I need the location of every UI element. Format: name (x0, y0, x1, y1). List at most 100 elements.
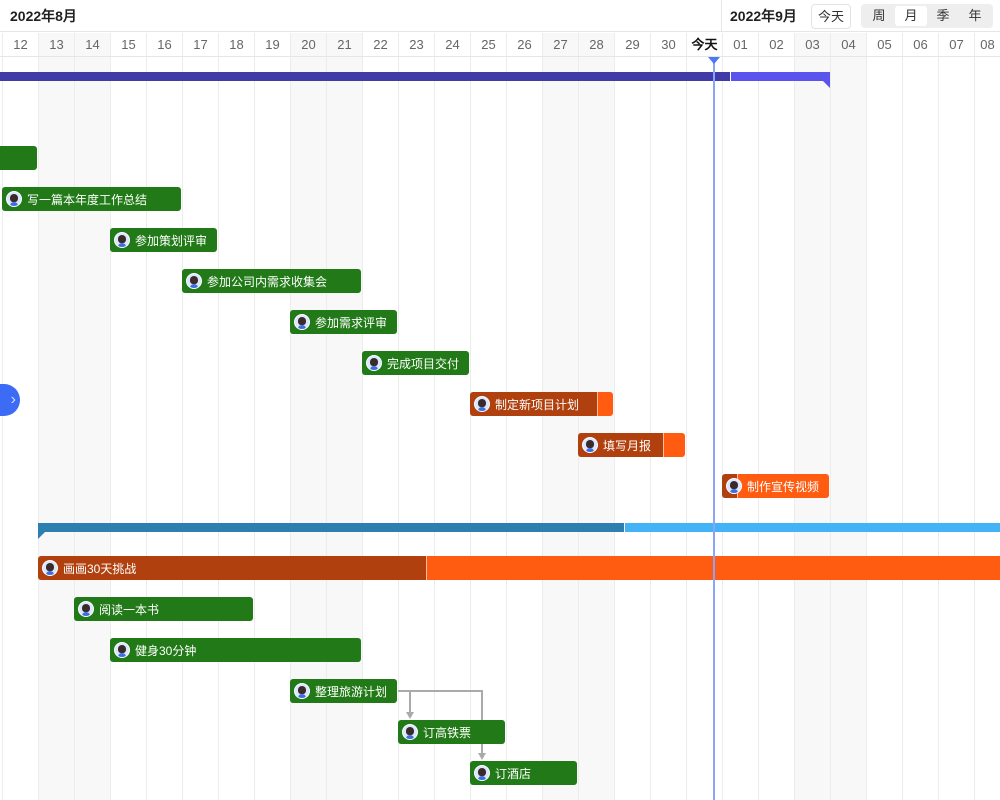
day-column (758, 57, 794, 800)
avatar-icon (726, 478, 742, 494)
task-bar[interactable]: 填写月报 (578, 433, 685, 457)
avatar-icon (402, 724, 418, 740)
view-mode-3[interactable]: 年 (968, 8, 982, 23)
arrow-down-icon (406, 712, 414, 719)
day-cell: 21 (326, 33, 362, 56)
day-cell: 20 (290, 33, 326, 56)
today-marker-icon (708, 57, 720, 64)
today-line (713, 57, 715, 800)
task-name: 完成项目交付 (387, 356, 460, 371)
task-name: 参加需求评审 (315, 315, 388, 330)
day-cell: 06 (902, 33, 938, 56)
task-progress (470, 392, 597, 416)
day-cell: 14 (74, 33, 110, 56)
summary-bar[interactable] (38, 523, 1000, 539)
day-cell: 01 (722, 33, 758, 56)
task-name: 写一篇本年度工作总结 (27, 192, 148, 207)
day-column (146, 57, 182, 800)
task-bar[interactable]: 健身30分钟 (110, 638, 361, 662)
task-name: 健身30分钟 (135, 643, 197, 658)
avatar-icon (474, 765, 490, 781)
task-remaining (597, 392, 613, 416)
task-bar[interactable]: 订高铁票 (398, 720, 505, 744)
task-name: 参加策划评审 (135, 233, 208, 248)
task-name: 参加公司内需求收集会 (207, 274, 328, 289)
summary-remaining (731, 72, 830, 81)
day-cell: 24 (434, 33, 470, 56)
today-button[interactable]: 今天 (811, 4, 851, 29)
task-name: 订酒店 (495, 766, 532, 781)
view-mode-2[interactable]: 季 (936, 8, 950, 23)
next-month-label: 2022年9月 (730, 8, 797, 24)
avatar-icon (474, 396, 490, 412)
day-column (326, 57, 362, 800)
avatar-icon (366, 355, 382, 371)
day-cell: 16 (146, 33, 182, 56)
avatar-icon (294, 314, 310, 330)
avatar-icon (294, 683, 310, 699)
summary-remaining (625, 523, 1000, 532)
day-column (38, 57, 74, 800)
day-cell: 29 (614, 33, 650, 56)
task-bar[interactable]: 完成项目交付 (362, 351, 469, 375)
day-column (182, 57, 218, 800)
day-column (398, 57, 434, 800)
task-bar[interactable]: 制定新项目计划 (470, 392, 613, 416)
avatar-icon (582, 437, 598, 453)
day-column (110, 57, 146, 800)
day-cell: 22 (362, 33, 398, 56)
task-bar[interactable]: 整理旅游计划 (290, 679, 397, 703)
task-name: 制定新项目计划 (495, 397, 580, 412)
day-cell: 25 (470, 33, 506, 56)
task-name: 阅读一本书 (99, 602, 160, 617)
expand-sidebar-button[interactable]: › (0, 384, 20, 416)
task-progress (38, 556, 426, 580)
task-bar[interactable]: 参加公司内需求收集会 (182, 269, 361, 293)
current-month-label: 2022年8月 (10, 8, 77, 24)
avatar-icon (6, 191, 22, 207)
view-mode-0[interactable]: 周 (872, 8, 886, 23)
task-bar[interactable]: 阅读一本书 (74, 597, 253, 621)
view-mode-switch: 周月季 年 (861, 4, 993, 28)
avatar-icon (114, 232, 130, 248)
day-cell: 17 (182, 33, 218, 56)
task-name: 画画30天挑战 (63, 561, 137, 576)
view-mode-1[interactable]: 月 (895, 6, 927, 26)
task-bar[interactable] (0, 146, 37, 170)
day-column (470, 57, 506, 800)
task-bar[interactable]: 制作宣传视频 (722, 474, 829, 498)
avatar-icon (186, 273, 202, 289)
day-column (686, 57, 722, 800)
task-name: 制作宣传视频 (747, 479, 820, 494)
month-header: 2022年8月 2022年9月 今天 周月季 年 (0, 0, 1000, 32)
day-cell: 26 (506, 33, 542, 56)
task-name: 订高铁票 (423, 725, 472, 740)
day-cell: 15 (110, 33, 146, 56)
day-cell: 18 (218, 33, 254, 56)
day-cell: 03 (794, 33, 830, 56)
task-name: 填写月报 (603, 438, 652, 453)
day-column (506, 57, 542, 800)
task-name: 整理旅游计划 (315, 684, 388, 699)
summary-notch-icon (38, 532, 45, 539)
arrow-down-icon (478, 753, 486, 760)
task-bar[interactable]: 画画30天挑战 (38, 556, 1000, 580)
day-cell: 04 (830, 33, 866, 56)
day-cell: 27 (542, 33, 578, 56)
summary-bar[interactable] (0, 72, 830, 88)
task-bar[interactable]: 参加策划评审 (110, 228, 217, 252)
day-cell: 今天 (686, 33, 722, 56)
task-bar[interactable]: 参加需求评审 (290, 310, 397, 334)
task-bar[interactable]: 订酒店 (470, 761, 577, 785)
day-cell: 08 (974, 33, 1000, 56)
day-column (578, 57, 614, 800)
task-remaining (663, 433, 685, 457)
day-cell: 28 (578, 33, 614, 56)
avatar-icon (42, 560, 58, 576)
day-cell: 12 (2, 33, 38, 56)
task-bar[interactable]: 写一篇本年度工作总结 (2, 187, 181, 211)
day-column (614, 57, 650, 800)
day-column (434, 57, 470, 800)
day-column (650, 57, 686, 800)
day-cell: 30 (650, 33, 686, 56)
